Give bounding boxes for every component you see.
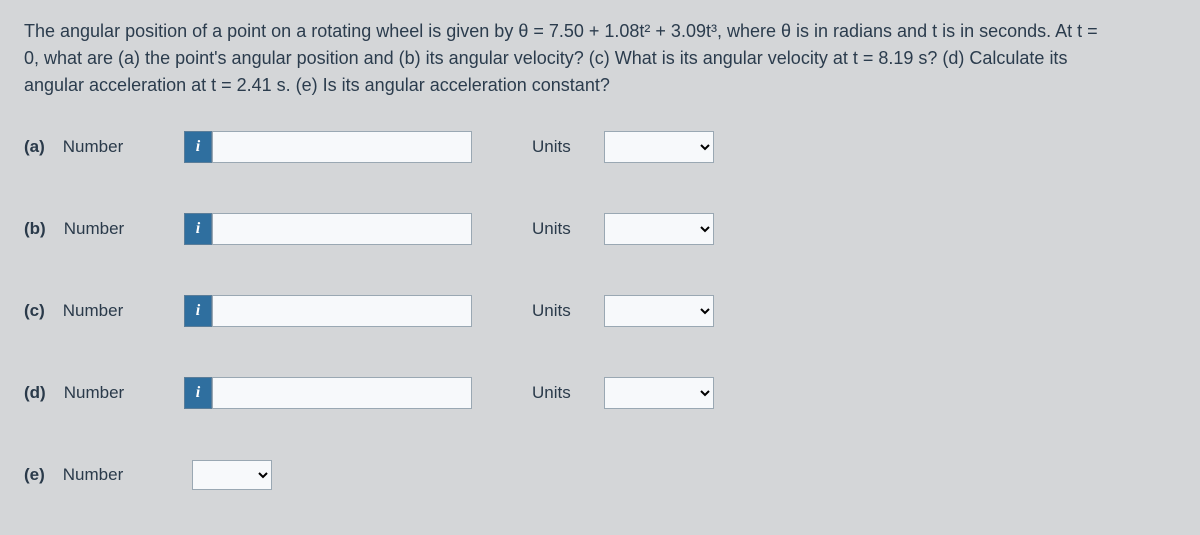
question-line-2: 0, what are (a) the point's angular posi… — [24, 48, 1067, 68]
number-label-b: Number — [64, 216, 124, 242]
part-label-b: (b) Number — [24, 216, 184, 242]
number-input-c[interactable] — [212, 295, 472, 327]
part-label-a: (a) Number — [24, 134, 184, 160]
part-label-c: (c) Number — [24, 298, 184, 324]
units-label-d: Units — [532, 380, 592, 406]
part-tag-a: (a) — [24, 134, 45, 160]
units-label-c: Units — [532, 298, 592, 324]
units-label-b: Units — [532, 216, 592, 242]
answer-row-e: (e) Number — [24, 455, 1176, 495]
number-label-d: Number — [64, 380, 124, 406]
answer-row-a: (a) Number i Units — [24, 127, 1176, 167]
part-tag-e: (e) — [24, 462, 45, 488]
part-tag-b: (b) — [24, 216, 46, 242]
number-input-a[interactable] — [212, 131, 472, 163]
units-select-d[interactable] — [604, 377, 714, 409]
number-label-e: Number — [63, 462, 123, 488]
answer-select-e[interactable] — [192, 460, 272, 490]
answer-row-b: (b) Number i Units — [24, 209, 1176, 249]
number-label-a: Number — [63, 134, 123, 160]
units-select-b[interactable] — [604, 213, 714, 245]
part-label-e: (e) Number — [24, 462, 184, 488]
units-select-a[interactable] — [604, 131, 714, 163]
answer-row-c: (c) Number i Units — [24, 291, 1176, 331]
units-label-a: Units — [532, 134, 592, 160]
info-icon[interactable]: i — [184, 295, 212, 327]
part-label-d: (d) Number — [24, 380, 184, 406]
number-input-d[interactable] — [212, 377, 472, 409]
question-line-1: The angular position of a point on a rot… — [24, 21, 1098, 41]
info-icon[interactable]: i — [184, 213, 212, 245]
question-text: The angular position of a point on a rot… — [24, 18, 1176, 99]
question-line-3: angular acceleration at t = 2.41 s. (e) … — [24, 75, 610, 95]
number-label-c: Number — [63, 298, 123, 324]
info-icon[interactable]: i — [184, 131, 212, 163]
answer-row-d: (d) Number i Units — [24, 373, 1176, 413]
info-icon[interactable]: i — [184, 377, 212, 409]
units-select-c[interactable] — [604, 295, 714, 327]
part-tag-d: (d) — [24, 380, 46, 406]
number-input-b[interactable] — [212, 213, 472, 245]
part-tag-c: (c) — [24, 298, 45, 324]
